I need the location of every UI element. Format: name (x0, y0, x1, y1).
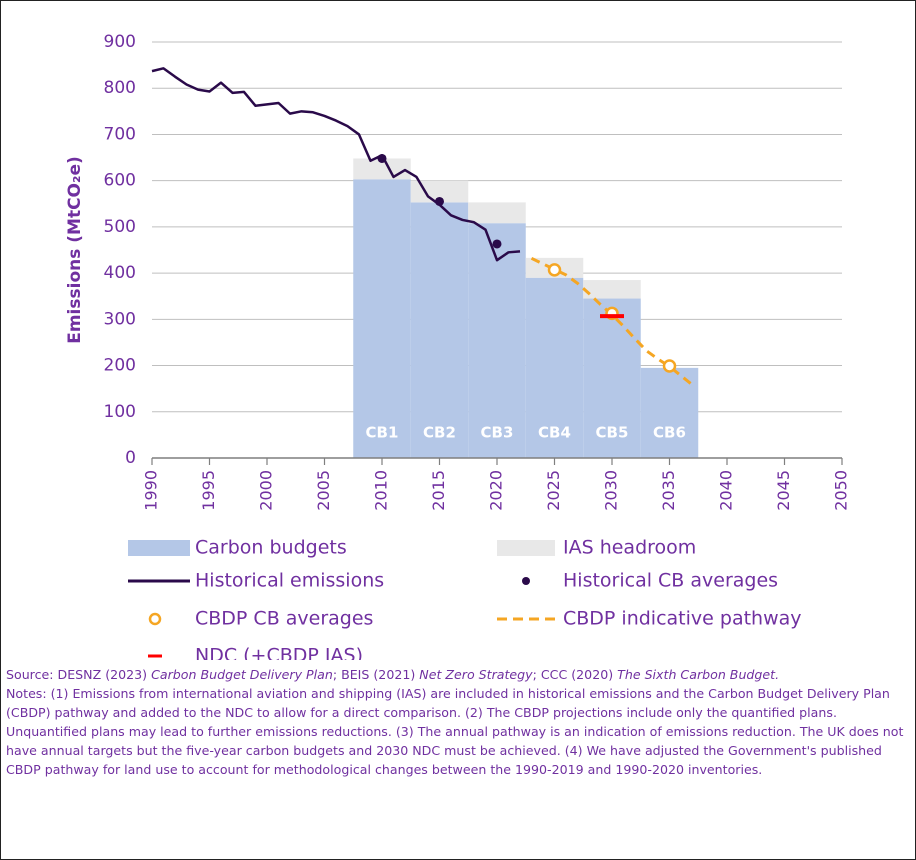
legend-label: Historical CB averages (563, 570, 778, 592)
source: Source: DESNZ (2023) Carbon Budget Deliv… (6, 665, 908, 684)
legend-label: Carbon budgets (195, 537, 347, 559)
budget-bar (468, 202, 526, 224)
budget-bar (525, 277, 584, 458)
source-text: Source: DESNZ (2023) (6, 667, 152, 682)
legend-swatch (148, 612, 162, 626)
cb-average-dot (435, 196, 444, 206)
cb-average-dot (492, 239, 502, 249)
x-tick-label: 2010 (372, 470, 391, 511)
cbdp-average-ring (547, 263, 562, 277)
source-text: Net Zero Strategy (419, 667, 533, 682)
budget-label: CB5 (596, 424, 629, 442)
y-tick-label: 700 (104, 124, 136, 144)
x-tick-label: 2030 (602, 470, 621, 511)
historical-line (151, 67, 521, 262)
legend-swatch (128, 540, 190, 556)
legend-label: Historical emissions (195, 570, 384, 592)
legend-label: CBDP indicative pathway (563, 608, 802, 630)
y-tick-label: 300 (104, 309, 136, 329)
budget-label: CB4 (538, 424, 571, 442)
legend-label: IAS headroom (563, 537, 696, 559)
x-tick-label: 2025 (544, 470, 563, 511)
y-tick-label: 400 (104, 263, 136, 283)
legend-item: CBDP indicative pathway (497, 608, 802, 630)
source-text: ; CCC (2020) (532, 667, 618, 682)
legend-item: NDC (+CBDP IAS) (148, 645, 363, 661)
source-text: The Sixth Carbon Budget. (617, 667, 780, 682)
x-tick-label: 1995 (199, 470, 218, 511)
cb-average-dot (377, 153, 387, 163)
x-tick-label: 1990 (142, 470, 161, 511)
y-tick-label: 0 (125, 448, 136, 468)
cbdp-average-ring (662, 359, 677, 373)
legend-item: Historical CB averages (522, 570, 778, 592)
y-tick-label: 100 (104, 402, 136, 422)
y-tick-label: 500 (104, 217, 136, 237)
legend-swatch (522, 577, 530, 585)
budget-bar (583, 280, 641, 299)
legend-item: IAS headroom (497, 537, 696, 559)
budget-bar (410, 180, 469, 203)
chart: Emissions (MtCO₂e) 0 100 200 300 400 500 600 70… (65, 32, 851, 661)
budget-label: CB2 (423, 424, 456, 442)
legend-swatch (497, 540, 555, 556)
legend-label: NDC (+CBDP IAS) (195, 645, 363, 661)
legend-item: Historical emissions (128, 570, 384, 592)
notes: Notes: (1) Emissions from international … (6, 686, 904, 777)
x-tick-label: 2035 (659, 470, 678, 511)
x-tick-label: 2040 (717, 470, 736, 511)
x-tick-label: 2015 (429, 470, 448, 511)
x-tick-label: 2005 (314, 470, 333, 511)
legend-item: Carbon budgets (128, 537, 347, 559)
legend-label: CBDP CB averages (195, 608, 373, 630)
y-tick-label: 600 (104, 171, 136, 191)
x-tick-label: 2050 (832, 470, 851, 511)
y-tick-label: 200 (104, 356, 136, 376)
budget-bar (583, 298, 641, 458)
budget-bar (353, 179, 411, 458)
source-text: Carbon Budget Delivery Plan (151, 667, 333, 682)
budget-bar (410, 202, 469, 458)
budget-label: CB6 (653, 424, 686, 442)
x-tick-label: 2020 (487, 470, 506, 511)
series-group (353, 158, 699, 458)
x-tick-label: 2045 (774, 470, 793, 511)
source-text: ; BEIS (2021) (332, 667, 420, 682)
budget-label: CB1 (366, 424, 399, 442)
x-tick-label: 2000 (257, 470, 276, 511)
y-tick-label: 800 (104, 78, 136, 98)
y-axis-label: Emissions (MtCO₂e) (65, 156, 85, 344)
budget-bar (468, 223, 526, 458)
legend-item: CBDP CB averages (148, 608, 373, 630)
y-tick-label: 900 (104, 32, 136, 52)
footnote: Source: DESNZ (2023) Carbon Budget Deliv… (6, 665, 908, 779)
budget-label: CB3 (481, 424, 514, 442)
